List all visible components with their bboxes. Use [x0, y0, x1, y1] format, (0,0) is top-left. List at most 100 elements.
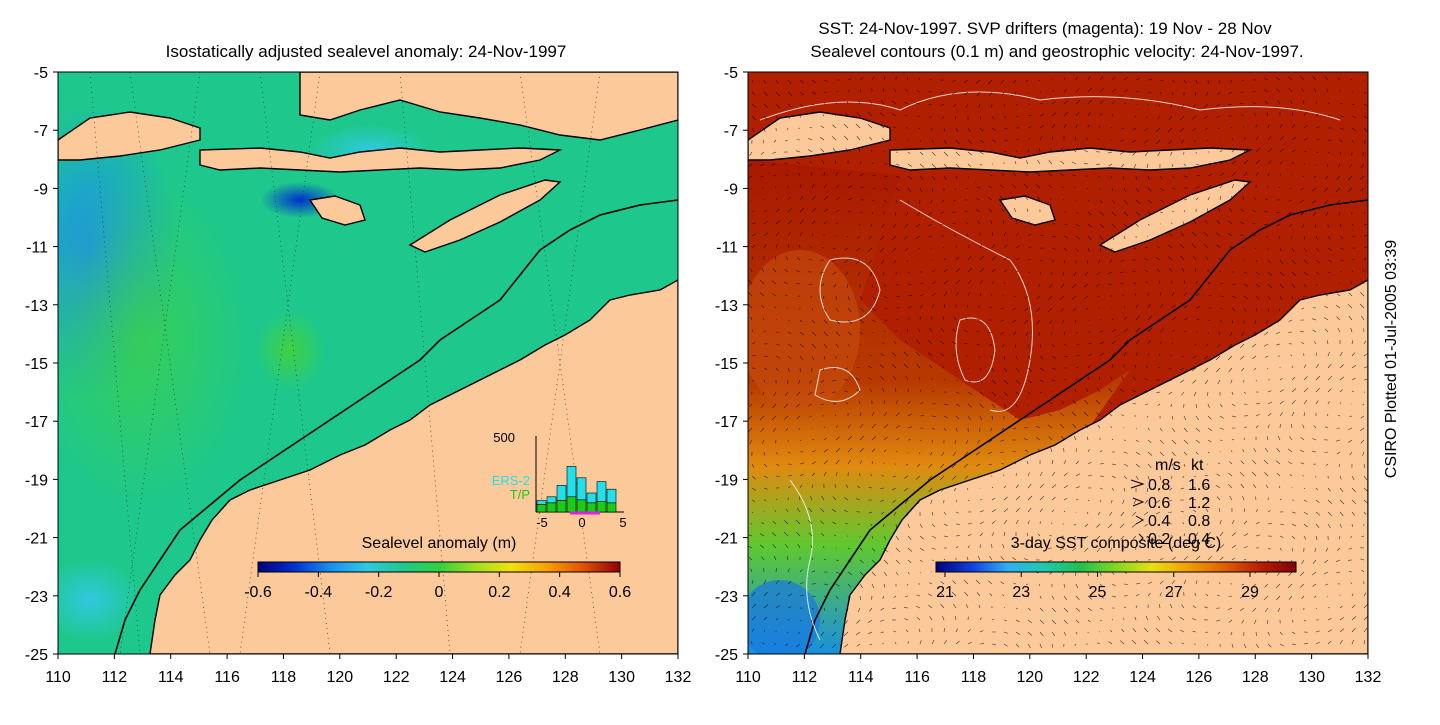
right-lat-tick: -19 — [715, 472, 738, 489]
left-colorbar-tick: 0.2 — [488, 584, 510, 601]
left-colorbar-label: Sealevel anomaly (m) — [362, 535, 517, 552]
velocity-legend-kt: 1.2 — [1188, 495, 1210, 512]
velocity-legend-ms: 0.6 — [1148, 495, 1170, 512]
left-inset-xtick-2: 5 — [619, 515, 626, 530]
left-lon-tick: 114 — [158, 669, 184, 686]
right-lat-tick: -5 — [724, 65, 738, 82]
velocity-legend-kt: 1.6 — [1188, 477, 1210, 494]
right-lon-tick: 128 — [1242, 669, 1269, 686]
inset-bar-ers2 — [557, 485, 566, 500]
right-map-title-line1: SST: 24-Nov-1997. SVP drifters (magenta)… — [818, 19, 1272, 38]
left-lon-tick: 132 — [665, 669, 692, 686]
left-colorbar-tick: -0.4 — [305, 584, 333, 601]
inset-bar-tp — [577, 500, 586, 512]
left-lat-tick: -13 — [25, 298, 48, 315]
inset-bar-ers2 — [597, 482, 606, 502]
left-lat-tick: -5 — [34, 65, 48, 82]
left-colorbar-tick: -0.2 — [365, 584, 393, 601]
left-lat-tick: -11 — [26, 240, 48, 257]
inset-bar-ers2 — [587, 493, 596, 503]
inset-bar-ers2 — [577, 478, 586, 500]
right-lon-tick: 116 — [904, 669, 930, 686]
left-lon-tick: 124 — [439, 669, 466, 686]
left-inset-xtick-0: -5 — [536, 515, 548, 530]
inset-bar-tp — [547, 503, 556, 512]
right-lat-tick: -15 — [715, 356, 738, 373]
velocity-legend-kt: 0.8 — [1188, 513, 1210, 530]
left-lat-tick: -9 — [34, 181, 48, 198]
right-lon-tick: 132 — [1355, 669, 1382, 686]
left-lat-tick: -17 — [25, 414, 48, 431]
left-lat-tick: -19 — [25, 472, 48, 489]
left-lon-tick: 120 — [326, 669, 353, 686]
right-colorbar-label: 3-day SST composite (deg C) — [1011, 535, 1221, 552]
right-lat-tick: -25 — [715, 647, 738, 664]
left-lon-tick: 118 — [271, 669, 297, 686]
right-lat-tick: -13 — [715, 298, 738, 315]
left-lon-tick: 126 — [496, 669, 523, 686]
inset-bar-tp — [567, 497, 576, 512]
right-colorbar-tick: 29 — [1241, 584, 1259, 601]
left-lon-tick: 122 — [383, 669, 410, 686]
right-lon-tick: 118 — [961, 669, 987, 686]
right-lon-tick: 124 — [1129, 669, 1156, 686]
inset-bar-tp — [597, 501, 606, 512]
velocity-legend-header-ms: m/s — [1155, 457, 1181, 474]
right-map-title-line2: Sealevel contours (0.1 m) and geostrophi… — [810, 42, 1303, 61]
left-colorbar-tick: 0.4 — [549, 584, 571, 601]
inset-bar-ers2 — [567, 466, 576, 496]
inset-bar-ers2 — [547, 497, 556, 503]
left-lon-tick: 128 — [552, 669, 579, 686]
left-colorbar-tick: 0.6 — [609, 584, 631, 601]
left-inset-xtick-1: 0 — [578, 515, 585, 530]
right-lon-tick: 110 — [735, 669, 761, 686]
left-colorbar — [258, 562, 620, 572]
credit-text: CSIRO Plotted 01-Jul-2005 03:39 — [1383, 189, 1401, 529]
right-colorbar-tick: 25 — [1089, 584, 1107, 601]
inset-bar-ers2 — [607, 489, 616, 503]
right-lat-tick: -7 — [724, 123, 738, 140]
left-inset-legend-ers2: ERS-2 — [492, 473, 530, 488]
velocity-legend-ms: 0.8 — [1148, 477, 1170, 494]
velocity-legend-ms: 0.4 — [1148, 513, 1170, 530]
left-lon-tick: 112 — [102, 669, 128, 686]
right-colorbar-tick: 23 — [1012, 584, 1030, 601]
right-lon-tick: 126 — [1186, 669, 1213, 686]
right-colorbar-tick: 27 — [1165, 584, 1183, 601]
left-lon-tick: 116 — [214, 669, 240, 686]
right-colorbar-tick: 21 — [936, 584, 954, 601]
velocity-legend-header-kt: kt — [1191, 457, 1204, 474]
left-lat-tick: -25 — [25, 647, 48, 664]
inset-bar-ers2 — [537, 501, 546, 505]
right-lon-tick: 122 — [1073, 669, 1100, 686]
left-green-anomaly — [30, 170, 250, 510]
right-lon-tick: 112 — [792, 669, 818, 686]
left-lon-tick: 130 — [608, 669, 635, 686]
inset-bar-tp — [587, 503, 596, 512]
left-lon-tick: 110 — [45, 669, 71, 686]
left-lat-tick: -15 — [25, 356, 48, 373]
left-inset-legend-tp: T/P — [510, 487, 530, 502]
left-south-cyan — [40, 560, 140, 640]
left-colorbar-tick: -0.6 — [244, 584, 272, 601]
left-lat-tick: -7 — [34, 123, 48, 140]
inset-bar-tp — [537, 504, 546, 512]
right-lat-tick: -21 — [715, 531, 738, 548]
right-lon-tick: 114 — [848, 669, 874, 686]
right-colorbar — [936, 562, 1296, 572]
right-warm-eddy — [740, 250, 860, 410]
left-map-title: Isostatically adjusted sealevel anomaly:… — [166, 42, 567, 61]
inset-bar-tp — [557, 501, 566, 512]
left-green-spot — [255, 310, 325, 390]
left-lat-tick: -23 — [25, 589, 48, 606]
right-lat-tick: -23 — [715, 589, 738, 606]
left-lat-tick: -21 — [25, 531, 48, 548]
left-colorbar-tick: 0 — [435, 584, 444, 601]
right-lon-tick: 120 — [1016, 669, 1043, 686]
right-lat-tick: -11 — [716, 240, 738, 257]
right-lat-tick: -17 — [715, 414, 738, 431]
right-lat-tick: -9 — [724, 181, 738, 198]
inset-bar-tp — [607, 503, 616, 512]
